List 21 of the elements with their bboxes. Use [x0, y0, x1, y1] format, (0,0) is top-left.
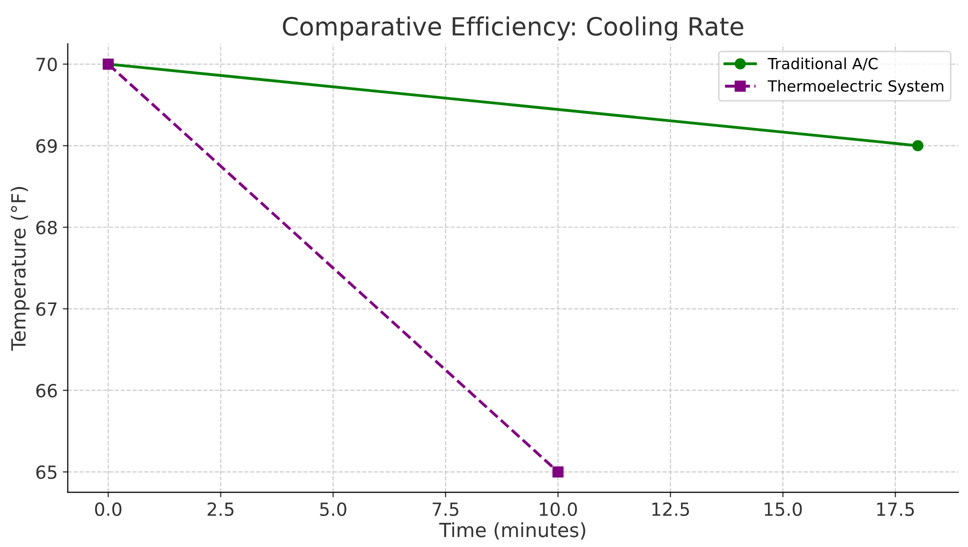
x-axis-title: Time (minutes) — [439, 522, 586, 540]
chart-title: Comparative Efficiency: Cooling Rate — [282, 16, 744, 41]
x-tick-label: 12.5 — [652, 502, 689, 516]
x-tick-label: 5.0 — [320, 502, 346, 516]
legend-label: Thermoelectric System — [768, 80, 944, 95]
point — [912, 140, 924, 152]
legend-label: Traditional A/C — [768, 58, 878, 71]
y-tick-label: 65 — [36, 465, 56, 480]
x-tick-label: 15.0 — [764, 502, 802, 516]
y-axis-title: Temperature (°F) — [10, 186, 30, 351]
y-tick-label: 70 — [36, 58, 57, 72]
x-tick-label: 7.5 — [432, 502, 458, 516]
x-tick-label: 2.5 — [208, 502, 234, 516]
x-tick-label: 0.0 — [95, 502, 122, 516]
y-tick-label: 67 — [36, 302, 56, 316]
y-tick-label: 66 — [36, 384, 57, 398]
y-tick-label: 69 — [36, 139, 57, 153]
y-tick-label: 68 — [36, 220, 57, 234]
x-tick-label: 10.0 — [540, 502, 577, 516]
x-tick-label: 17.5 — [877, 502, 914, 516]
point — [552, 466, 564, 478]
